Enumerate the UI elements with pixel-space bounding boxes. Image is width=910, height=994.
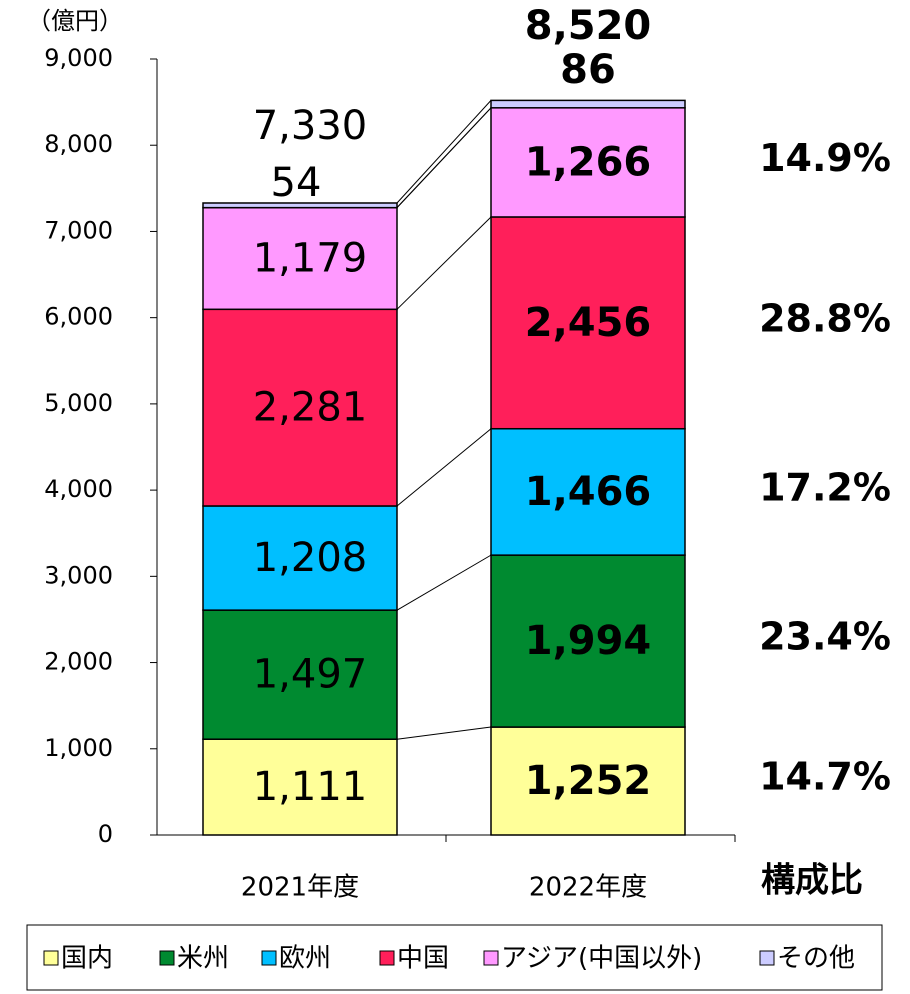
- share-label: 28.8%: [759, 296, 891, 340]
- y-tick-label: 8,000: [44, 130, 113, 158]
- data-label: 1,111: [253, 764, 368, 810]
- data-label: 1,497: [253, 652, 368, 698]
- y-tick-label: 6,000: [44, 303, 113, 331]
- bar-segment: [490, 554, 686, 728]
- bar-segment: [202, 206, 398, 311]
- share-label: 23.4%: [759, 615, 891, 659]
- legend-box: [26, 924, 883, 991]
- share-title: 構成比: [761, 861, 863, 901]
- total-label: 7,330: [253, 103, 368, 149]
- bar-segment: [490, 726, 686, 836]
- data-label: 1,208: [253, 535, 368, 581]
- legend-label: 欧州: [279, 944, 331, 974]
- bar-segment: [202, 202, 398, 209]
- data-label: 2,281: [253, 385, 368, 431]
- y-tick-label: 1,000: [44, 734, 113, 762]
- bar-segment: [202, 308, 398, 507]
- legend-swatch: [379, 950, 395, 966]
- legend-label: 国内: [61, 944, 113, 974]
- legend-label: 中国: [397, 944, 449, 974]
- y-tick-label: 5,000: [44, 389, 113, 417]
- y-tick-label: 3,000: [44, 561, 113, 589]
- bar-segment: [490, 427, 686, 556]
- total-label: 8,520: [525, 3, 652, 49]
- data-label: 86: [560, 47, 616, 93]
- legend-swatch: [759, 950, 775, 966]
- y-tick-label: 2,000: [44, 648, 113, 676]
- connector: [396, 726, 492, 740]
- data-label: 1,179: [253, 235, 368, 281]
- share-label: 17.2%: [759, 465, 891, 509]
- data-label: 1,252: [525, 758, 652, 804]
- share-label: 14.9%: [759, 136, 891, 180]
- data-label: 1,994: [525, 618, 652, 664]
- legend-label: その他: [777, 944, 855, 974]
- data-label: 54: [271, 160, 322, 206]
- y-tick-label: 4,000: [44, 475, 113, 503]
- connector: [396, 107, 492, 208]
- connector: [396, 428, 492, 507]
- connector: [396, 216, 492, 310]
- y-tick-label: 0: [98, 820, 113, 848]
- bar-segment: [490, 107, 686, 218]
- legend-swatch: [261, 950, 277, 966]
- bar-segment: [490, 216, 686, 430]
- x-tick-label: 2022年度: [529, 873, 647, 903]
- x-tick-label: 2021年度: [241, 873, 359, 903]
- legend-swatch: [43, 950, 59, 966]
- legend-swatch: [483, 950, 499, 966]
- unit-label: （億円）: [27, 7, 123, 35]
- y-tick-label: 7,000: [44, 216, 113, 244]
- legend-swatch: [159, 950, 175, 966]
- bar-segment: [202, 609, 398, 740]
- share-label: 14.7%: [759, 755, 891, 799]
- data-label: 1,266: [525, 139, 652, 185]
- legend-label: アジア(中国以外): [501, 944, 702, 974]
- data-label: 2,456: [525, 300, 652, 346]
- bar-segment: [202, 738, 398, 836]
- bar-segment: [202, 505, 398, 611]
- data-label: 1,466: [525, 469, 652, 515]
- bar-segment: [490, 99, 686, 109]
- legend-label: 米州: [177, 944, 229, 974]
- connector: [396, 554, 492, 611]
- connector: [396, 100, 492, 204]
- y-tick-label: 9,000: [44, 44, 113, 72]
